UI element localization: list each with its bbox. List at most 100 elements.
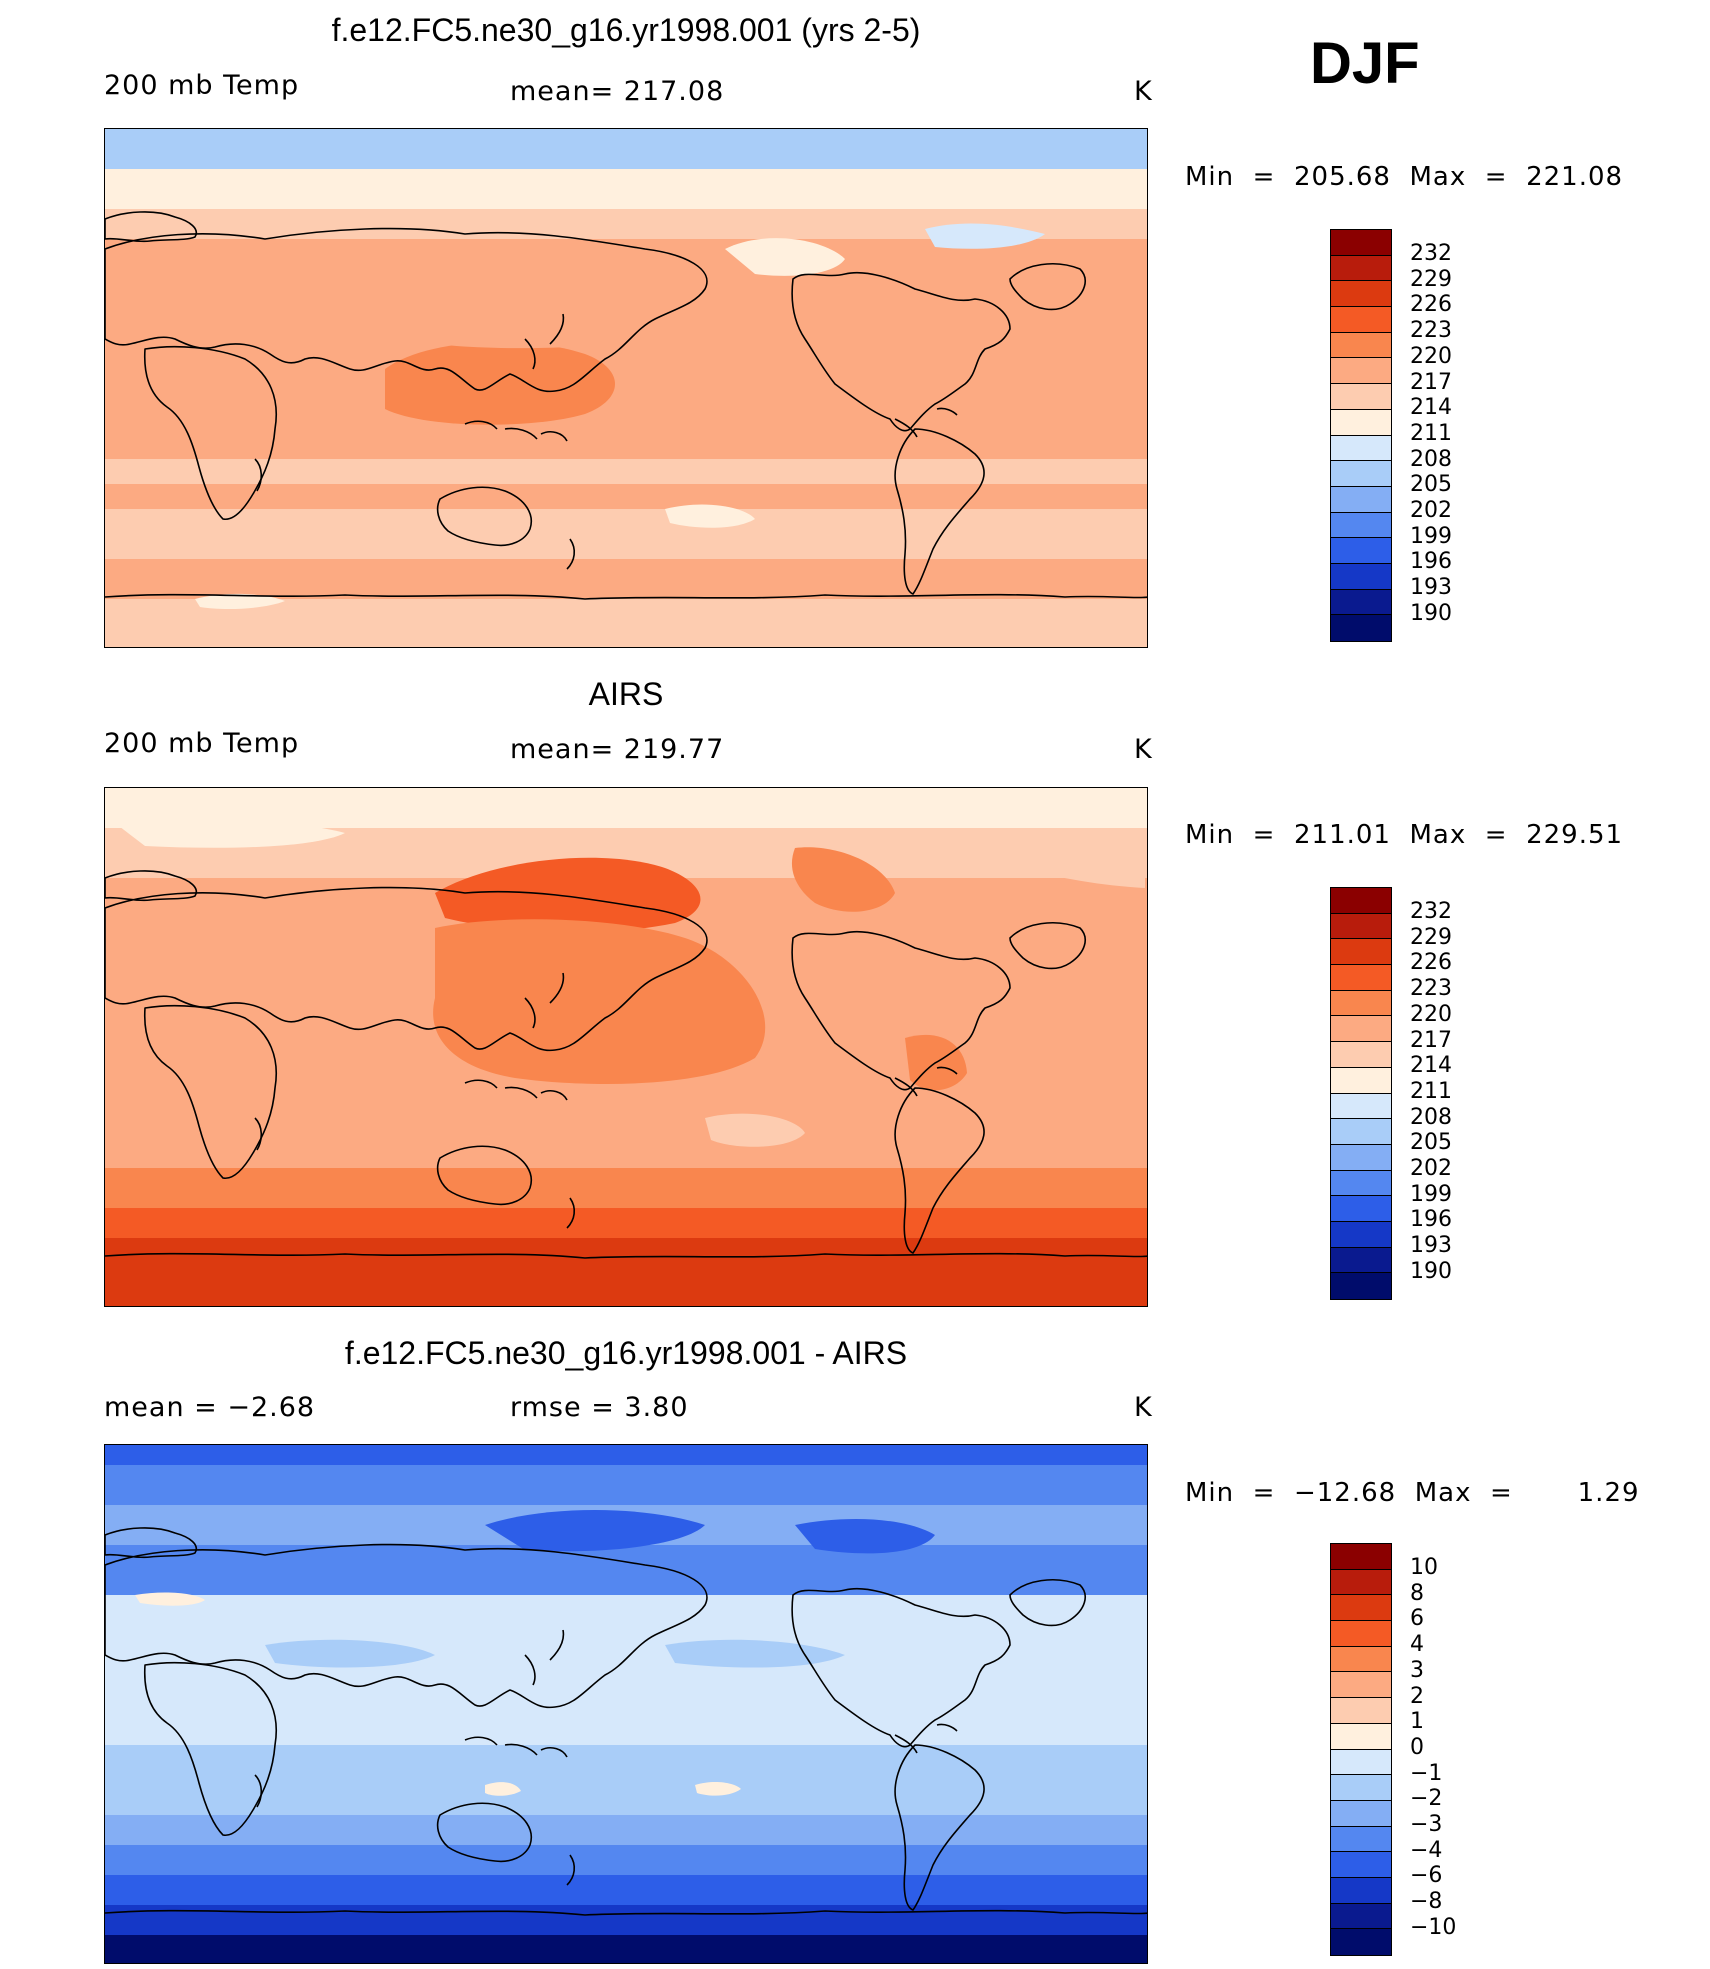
colorbar-tick-label: 193	[1410, 575, 1452, 601]
contour-band	[105, 239, 1147, 309]
colorbar-swatch	[1331, 512, 1391, 539]
colorbar-tick-label: 229	[1410, 266, 1452, 292]
colorbar-tick-label: 190	[1410, 1258, 1452, 1284]
panel-1-contour-map	[105, 129, 1147, 647]
colorbar-tick-label: 4	[1410, 1632, 1424, 1658]
coastline	[436, 1145, 532, 1206]
coastline	[524, 313, 565, 370]
coastline	[566, 1854, 576, 1886]
colorbar-swatch	[1331, 1698, 1391, 1724]
colorbar-swatch	[1331, 1067, 1391, 1094]
coastline	[936, 1723, 958, 1732]
contour-region	[791, 847, 895, 912]
colorbar-tick-label: 8	[1410, 1580, 1424, 1606]
colorbar-swatch	[1331, 1544, 1391, 1570]
coastline	[524, 972, 565, 1029]
panel-1-minmax: Min = 205.68 Max = 221.08	[1185, 162, 1624, 192]
coastline	[936, 407, 958, 416]
contour-region	[405, 304, 635, 349]
panel-1-unit-label: K	[1134, 76, 1153, 107]
coastline	[791, 930, 1011, 1091]
colorbar-tick-label: 190	[1410, 600, 1452, 626]
colorbar-tick-label: 2	[1410, 1683, 1424, 1709]
colorbar-tick-label: 220	[1410, 1001, 1452, 1027]
colorbar-swatch	[1331, 563, 1391, 590]
coastline	[143, 1661, 277, 1836]
colorbar-tick-label: −2	[1410, 1786, 1443, 1812]
panel-3-unit-label: K	[1134, 1392, 1153, 1423]
colorbar-swatch	[1331, 1877, 1391, 1904]
colorbar-swatch	[1331, 1273, 1391, 1299]
colorbar-swatch	[1331, 384, 1391, 410]
coastline	[894, 1744, 985, 1911]
coastline	[566, 1197, 576, 1229]
colorbar-swatch	[1331, 1903, 1391, 1930]
panel-1-mean-label: mean= 217.08	[510, 76, 725, 107]
contour-region	[265, 1639, 435, 1668]
colorbar-tick-label: 0	[1410, 1734, 1424, 1760]
colorbar-swatch	[1331, 307, 1391, 333]
colorbar-tick-label: 229	[1410, 924, 1452, 950]
contour-region	[433, 919, 766, 1084]
contour-band	[105, 1935, 1147, 1963]
colorbar-tick-label: 226	[1410, 292, 1452, 318]
contour-region	[135, 1592, 205, 1606]
panel-1-title: f.e12.FC5.ne30_g16.yr1998.001 (yrs 2-5)	[331, 12, 921, 48]
panel-3-rmse-label: rmse = 3.80	[510, 1392, 689, 1423]
colorbar-tick-label: −4	[1410, 1837, 1443, 1863]
panel-2-minmax: Min = 211.01 Max = 229.51	[1185, 820, 1624, 850]
panel-3-map	[104, 1444, 1148, 1964]
contour-band	[105, 1775, 1147, 1815]
coastline	[105, 1543, 708, 1709]
coastline	[894, 1077, 918, 1097]
coastline	[566, 538, 576, 570]
panel-2-contour-map	[105, 788, 1147, 1306]
panel-3-contour-map	[105, 1445, 1147, 1963]
colorbar-tick-label: 214	[1410, 1053, 1452, 1079]
colorbar-swatch	[1331, 1093, 1391, 1120]
contour-band	[105, 1545, 1147, 1595]
coastline	[936, 1066, 958, 1075]
contour-band	[105, 1118, 1147, 1168]
contour-region	[705, 1113, 805, 1147]
contour-region	[195, 593, 285, 609]
colorbar-tick-label: −8	[1410, 1889, 1443, 1915]
colorbar-swatch	[1331, 1247, 1391, 1274]
colorbar-tick-label: 211	[1410, 1078, 1452, 1104]
panel-3-mean-label: mean = −2.68	[104, 1392, 316, 1423]
coastline	[254, 458, 263, 492]
colorbar-tick-label: 223	[1410, 318, 1452, 344]
colorbar-swatch	[1331, 1144, 1391, 1171]
panel-3-minmax: Min = −12.68 Max = 1.29	[1185, 1478, 1640, 1508]
contour-band	[105, 1445, 1147, 1465]
colorbar-swatch	[1331, 332, 1391, 359]
colorbar-swatch	[1331, 1800, 1391, 1827]
panel-3-title: f.e12.FC5.ne30_g16.yr1998.001 - AIRS	[344, 1335, 908, 1371]
colorbar-tick-label: 211	[1410, 420, 1452, 446]
colorbar-tick-label: 196	[1410, 549, 1452, 575]
colorbar-swatch	[1331, 913, 1391, 940]
panel-1-variable-label: 200 mb Temp	[104, 70, 300, 101]
colorbar-tick-label: 217	[1410, 369, 1452, 395]
contour-band	[105, 1815, 1147, 1845]
contour-band	[105, 1238, 1147, 1306]
colorbar-tick-label: 223	[1410, 976, 1452, 1002]
colorbar-tick-label: −3	[1410, 1812, 1443, 1837]
coastline	[1009, 922, 1086, 970]
contour-region	[665, 504, 755, 528]
colorbar-tick-label: 10	[1410, 1555, 1438, 1580]
coastline	[105, 1252, 1147, 1259]
contour-region	[695, 1782, 741, 1796]
coastline	[254, 1117, 263, 1151]
contour-band	[105, 599, 1147, 647]
colorbar-swatch	[1331, 435, 1391, 462]
colorbar-swatch	[1331, 1042, 1391, 1068]
coastline	[464, 1079, 568, 1101]
colorbar-swatch	[1331, 965, 1391, 991]
coastline	[105, 1527, 197, 1559]
contour-band	[105, 484, 1147, 509]
coastline	[105, 1909, 1147, 1916]
colorbar-tick-label: 199	[1410, 1181, 1452, 1207]
panel-3-colorbar	[1330, 1543, 1392, 1956]
colorbar-swatch	[1331, 589, 1391, 616]
